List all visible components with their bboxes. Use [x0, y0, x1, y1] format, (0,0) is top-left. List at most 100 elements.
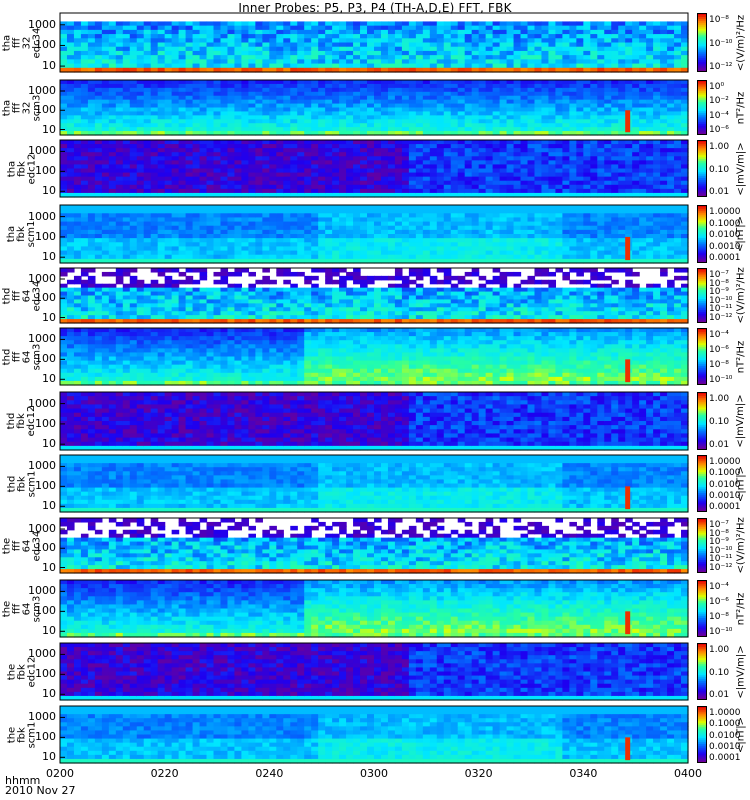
- spectrogram-cell: [122, 50, 131, 56]
- spectrogram-cell: [178, 131, 187, 136]
- spectrogram-cell: [248, 168, 256, 174]
- spectrogram-cell: [171, 205, 180, 210]
- spectrogram-cell: [185, 63, 194, 69]
- spectrogram-cell: [346, 63, 354, 69]
- spectrogram-cell: [429, 38, 438, 44]
- spectrogram-cell: [192, 205, 201, 210]
- spectrogram-cell: [576, 127, 584, 132]
- spectrogram-cell: [94, 21, 103, 27]
- spectrogram-cell: [464, 172, 473, 178]
- spectrogram-cell: [646, 213, 654, 219]
- spectrogram-cell: [220, 225, 229, 231]
- spectrogram-cell: [213, 160, 222, 166]
- spectrogram-cell: [590, 213, 598, 219]
- spectrogram-cell: [87, 229, 96, 235]
- spectrogram-cell: [415, 50, 424, 56]
- spectrogram-cell: [143, 172, 152, 178]
- spectrogram-cell: [227, 238, 236, 243]
- spectrogram-cell: [241, 205, 249, 210]
- spectrogram-cell: [660, 91, 668, 97]
- spectrogram-cell: [667, 209, 675, 214]
- spectrogram-cell: [87, 25, 96, 31]
- spectrogram-cell: [157, 25, 166, 31]
- spectrogram-cell: [443, 21, 452, 27]
- spectrogram-cell: [353, 188, 361, 194]
- spectrogram-cell: [73, 29, 82, 35]
- spectrogram-cell: [408, 160, 417, 166]
- spectrogram-cell: [101, 180, 110, 186]
- spectrogram-cell: [604, 119, 612, 124]
- spectrogram-cell: [527, 80, 536, 85]
- spectrogram-cell: [429, 164, 438, 170]
- spectrogram-cell: [485, 192, 494, 198]
- spectrogram-cell: [304, 21, 312, 27]
- spectrogram-cell: [157, 254, 166, 260]
- spectrogram-cell: [325, 111, 333, 116]
- spectrogram-cell: [101, 221, 110, 227]
- spectrogram-cell: [80, 67, 89, 73]
- spectrogram-cell: [618, 258, 626, 264]
- spectrogram-cell: [562, 254, 570, 260]
- spectrogram-cell: [555, 217, 563, 223]
- spectrogram-cell: [108, 80, 117, 85]
- spectrogram-cell: [60, 213, 68, 219]
- spectrogram-cell: [387, 29, 396, 35]
- spectrogram-cell: [485, 95, 494, 101]
- spectrogram-cell: [618, 246, 626, 252]
- spectrogram-cell: [548, 21, 557, 27]
- spectrogram-cell: [80, 242, 89, 248]
- spectrogram-cell: [241, 238, 249, 243]
- spectrogram-cell: [213, 213, 222, 219]
- spectrogram-cell: [60, 87, 68, 93]
- spectrogram-cell: [513, 21, 522, 27]
- spectrogram-cell: [387, 184, 396, 190]
- spectrogram-cell: [541, 229, 550, 235]
- spectrogram-cell: [290, 156, 298, 161]
- spectrogram-cell: [80, 123, 89, 128]
- spectrogram-cell: [401, 221, 410, 227]
- spectrogram-cell: [506, 152, 515, 157]
- spectrogram-cell: [325, 25, 333, 31]
- spectrogram-cell: [171, 42, 180, 48]
- spectrogram-cell: [429, 234, 438, 239]
- spectrogram-cell: [122, 213, 131, 219]
- spectrogram-cell: [122, 172, 131, 178]
- spectrogram-cell: [283, 111, 291, 116]
- spectrogram-cell: [227, 140, 236, 145]
- spectrogram-cell: [290, 46, 298, 52]
- spectrogram-cell: [667, 225, 675, 231]
- spectrogram-cell: [66, 205, 75, 210]
- spectrogram-cell: [136, 55, 145, 60]
- spectrogram-cell: [569, 29, 577, 35]
- spectrogram-cell: [143, 50, 152, 56]
- spectrogram-cell: [122, 115, 131, 120]
- spectrogram-cell: [297, 95, 305, 101]
- spectrogram-cell: [178, 156, 187, 161]
- spectrogram-cell: [639, 164, 647, 170]
- spectrogram-cell: [534, 111, 543, 116]
- spectrogram-cell: [380, 25, 389, 31]
- spectrogram-cell: [290, 91, 298, 97]
- spectrogram-cell: [325, 188, 333, 194]
- spectrogram-cell: [87, 34, 96, 39]
- spectrogram-cell: [248, 164, 256, 170]
- spectrogram-cell: [192, 221, 201, 227]
- spectrogram-cell: [681, 42, 689, 48]
- spectrogram-cell: [332, 209, 340, 214]
- spectrogram-cell: [506, 115, 515, 120]
- spectrogram-cell: [380, 29, 389, 35]
- spectrogram-cell: [318, 180, 326, 186]
- spectrogram-cell: [520, 115, 529, 120]
- spectrogram-cell: [429, 115, 438, 120]
- spectrogram-cell: [346, 164, 354, 170]
- spectrogram-cell: [541, 156, 550, 161]
- spectrogram-cell: [311, 205, 319, 210]
- spectrogram-cell: [618, 234, 626, 239]
- spectrogram-cell: [632, 21, 640, 27]
- spectrogram-cell: [415, 111, 424, 116]
- spectrogram-cell: [311, 46, 319, 52]
- spectrogram-cell: [415, 209, 424, 214]
- spectrogram-cell: [527, 127, 536, 132]
- spectrogram-cell: [318, 238, 326, 243]
- spectrogram-cell: [157, 140, 166, 145]
